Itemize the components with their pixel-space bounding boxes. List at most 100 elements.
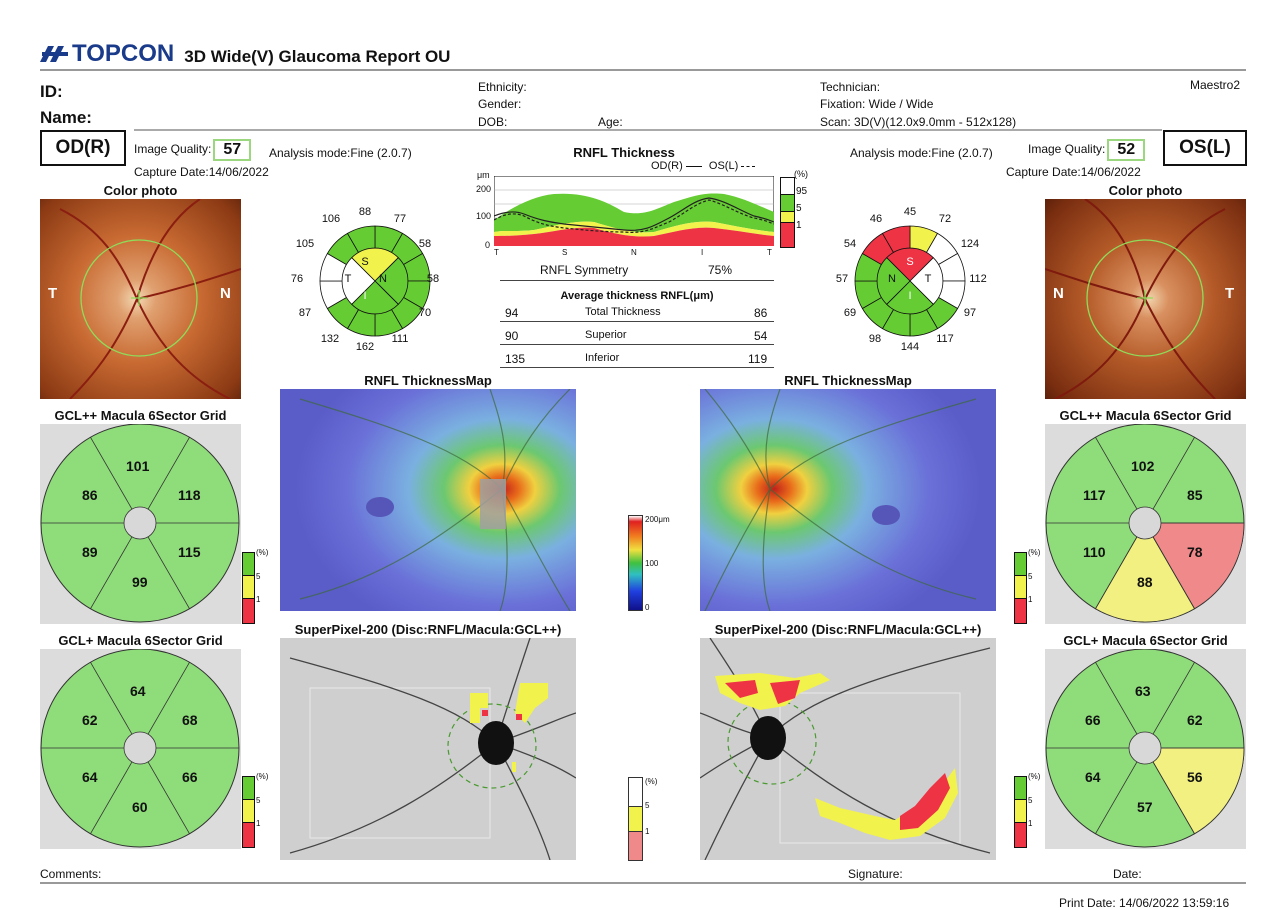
- od-clock-2: 77: [393, 213, 407, 225]
- os-gclp-legend: (%) 5 1: [1014, 772, 1044, 848]
- brand-name: TOPCON: [72, 40, 175, 67]
- od-clock-1: 88: [358, 206, 372, 218]
- sp-legend-1: 1: [645, 827, 650, 836]
- age-label: Age:: [598, 115, 623, 129]
- colorscale-top: 200μm: [645, 515, 670, 524]
- os-color-photo: N T: [1045, 199, 1246, 399]
- od-gclpp-legend: (%) 5 1: [242, 548, 272, 624]
- od-gclpp-legend-1: 1: [256, 595, 261, 604]
- od-clock-4: 58: [426, 273, 440, 285]
- os-gclpp-ns: 117: [1083, 487, 1106, 503]
- eye-divider: [134, 129, 1162, 131]
- topcon-logo-icon: [40, 46, 68, 62]
- os-gclp-ns: 66: [1085, 712, 1101, 728]
- rnfl-xticks: T S N I T: [494, 248, 774, 258]
- od-gclpp-ts: 86: [82, 487, 98, 503]
- os-clock-4: 112: [969, 273, 987, 285]
- rnfl-row-total-label: Total Thickness: [585, 306, 661, 318]
- os-gclpp-legend-5: 5: [1028, 572, 1033, 581]
- os-gclpp-title: GCL++ Macula 6Sector Grid: [1059, 408, 1232, 423]
- rnfl-row-superior: 90 Superior 54: [500, 327, 774, 345]
- od-sector-top: S: [361, 256, 369, 268]
- od-quality-value: 57: [213, 139, 252, 161]
- os-clock-8: 98: [868, 333, 882, 345]
- os-sector-top: S: [906, 256, 914, 268]
- rnfl-symmetry: RNFL Symmetry 75%: [500, 260, 774, 281]
- rnfl-od-line: [493, 197, 775, 231]
- os-clock-7: 144: [900, 341, 920, 353]
- os-quality-label: Image Quality:: [1028, 142, 1106, 157]
- sp-legend-5: 5: [645, 801, 650, 810]
- rnfl-avg-title: Average thickness RNFL(μm): [560, 290, 714, 302]
- od-capture-date: Capture Date:14/06/2022: [134, 165, 269, 179]
- od-gclp-ts: 62: [82, 712, 98, 728]
- os-clock-11: 54: [843, 238, 857, 250]
- gender-label: Gender:: [478, 97, 522, 111]
- rnfl-xtick-n: N: [631, 248, 637, 257]
- rnfl-borderline-band: [494, 221, 774, 237]
- od-sector-bottom: I: [363, 290, 367, 302]
- colorscale-mid: 100: [645, 559, 659, 568]
- os-photo-left: N: [1053, 285, 1064, 302]
- od-clock-6: 111: [391, 333, 409, 345]
- rnfl-os-line: [493, 199, 775, 233]
- rnfl-pct-label: (%): [794, 169, 808, 179]
- od-color-photo: T N: [40, 199, 241, 399]
- topcon-logo: TOPCON 3D Wide(V) Glaucoma Report OU: [40, 40, 450, 68]
- rnfl-ytick-0: 0: [485, 240, 491, 250]
- od-photo-right: N: [220, 285, 231, 302]
- rnfl-abnormal-band: [494, 227, 774, 246]
- od-superpixel-map: [280, 638, 576, 860]
- od-quality-label: Image Quality:: [134, 142, 212, 157]
- od-gclpp-ns: 118: [178, 487, 201, 503]
- od-gclp-ns: 68: [182, 712, 198, 728]
- od-gclpp-ni: 115: [178, 544, 201, 560]
- os-gclpp-grid: 102 85 78 88 110 117: [1045, 423, 1246, 624]
- rnfl-unit: μm: [477, 170, 490, 180]
- scan-label: Scan: 3D(V)(12.0x9.0mm - 512x128): [820, 115, 1017, 129]
- os-clock-6: 117: [936, 333, 954, 345]
- rnfl-plot: [493, 175, 775, 247]
- od-clock-3: 58: [418, 238, 432, 250]
- od-gclp-legend-1: 1: [256, 819, 261, 828]
- od-color-photo-title: Color photo: [103, 183, 178, 198]
- os-gclp-ts: 62: [1187, 712, 1203, 728]
- rnfl-pct-5: 5: [796, 203, 802, 214]
- od-quadrants: [341, 247, 409, 315]
- date-label: Date:: [1113, 867, 1142, 881]
- rnfl-row-total-os: 86: [754, 306, 768, 320]
- os-color-photo-title: Color photo: [1108, 183, 1183, 198]
- signature-label: Signature:: [848, 867, 903, 881]
- os-gclpp-ts: 85: [1187, 487, 1203, 503]
- os-clock-3: 124: [960, 238, 980, 250]
- technician-label: Technician:: [820, 80, 881, 94]
- rnfl-row-inferior-os: 119: [748, 352, 768, 366]
- os-sector-chart: S N T I 45 72 124 112 97 117 144 98 69 5…: [825, 196, 995, 366]
- od-gclpp-grid: 101 118 115 99 89 86: [40, 423, 241, 624]
- os-gclp-i: 57: [1137, 799, 1153, 815]
- superpixel-legend: (%) 5 1: [628, 777, 668, 861]
- rnfl-ytick-100: 100: [476, 211, 492, 221]
- rnfl-xtick-s: S: [562, 248, 568, 257]
- od-gclpp-s: 101: [126, 458, 150, 474]
- os-gclp-legend-1: 1: [1028, 819, 1033, 828]
- os-superpixel-title: SuperPixel-200 (Disc:RNFL/Macula:GCL++): [714, 622, 982, 637]
- od-clock-8: 132: [320, 333, 340, 345]
- os-gclp-ni: 64: [1085, 769, 1101, 785]
- od-clock-10: 76: [290, 273, 304, 285]
- od-gclpp-i: 99: [132, 574, 148, 590]
- os-sector-left: N: [888, 273, 896, 285]
- os-gclp-legend-pct: (%): [1028, 772, 1041, 781]
- rnfl-pct-1: 1: [796, 220, 802, 231]
- rnfl-row-superior-label: Superior: [585, 329, 627, 341]
- os-gclpp-ti: 78: [1187, 544, 1203, 560]
- sp-legend-pct: (%): [645, 777, 658, 786]
- od-gclp-legend-pct: (%): [256, 772, 269, 781]
- od-gclpp-ti: 89: [82, 544, 98, 560]
- os-photo-right: T: [1225, 285, 1235, 302]
- id-label: ID:: [40, 82, 63, 101]
- thickness-colorscale: 200μm 100 0: [628, 515, 678, 612]
- os-gclpp-i: 88: [1137, 574, 1153, 590]
- od-map-title: RNFL ThicknessMap: [364, 373, 492, 388]
- print-date: Print Date: 14/06/2022 13:59:16: [1059, 896, 1230, 910]
